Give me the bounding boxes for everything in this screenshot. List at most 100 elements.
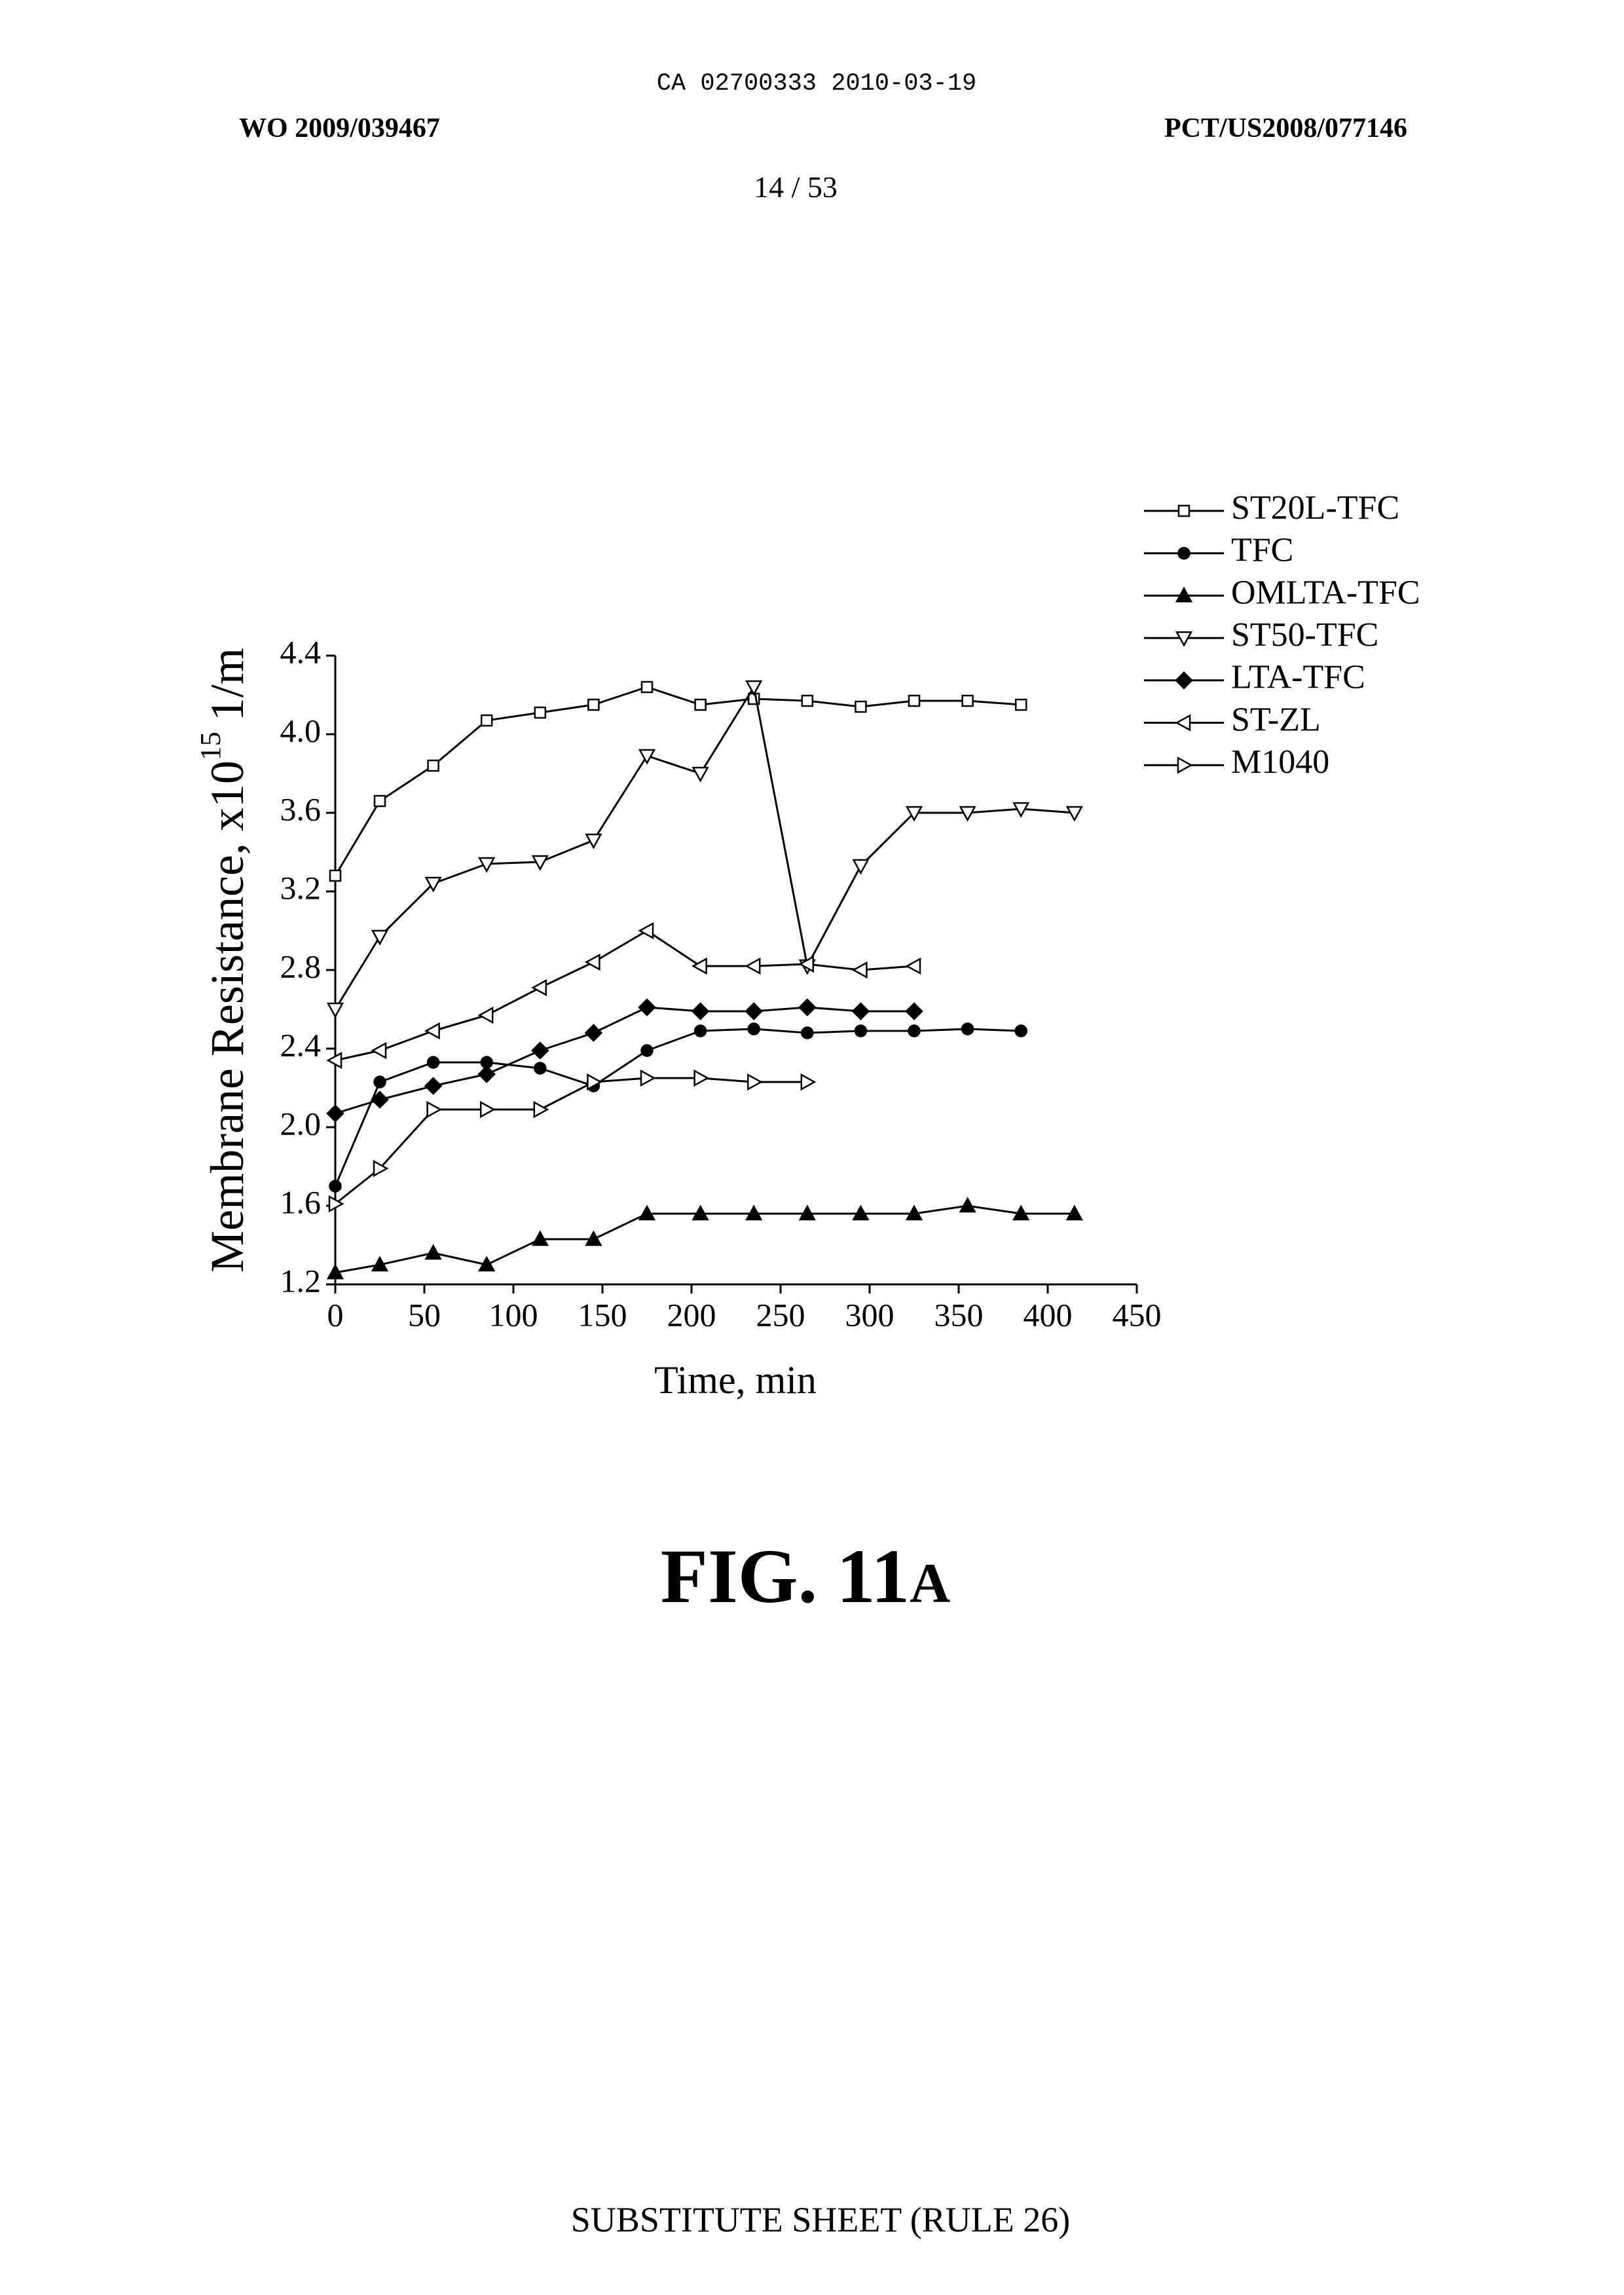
series-line-st-zl (335, 931, 914, 1060)
data-point-st20l-tfc (642, 682, 652, 692)
data-point-tfc (802, 1028, 813, 1039)
data-point-st-zl (747, 959, 760, 973)
data-point-st-zl (907, 959, 920, 973)
data-point-st20l-tfc (802, 696, 813, 706)
data-point-tfc (375, 1077, 386, 1088)
series-line-lta-tfc (335, 1007, 914, 1113)
y-tick-label: 3.6 (280, 791, 322, 827)
data-point-lta-tfc (639, 999, 655, 1015)
x-tick-label: 400 (1024, 1296, 1073, 1333)
data-point-st-zl (373, 1043, 386, 1058)
legend-marker-st-zl (1177, 716, 1190, 730)
y-axis-label-unit: 1/m (201, 648, 253, 721)
legend-marker-tfc (1179, 548, 1190, 559)
data-point-tfc (909, 1026, 920, 1037)
data-point-st-zl (426, 1024, 439, 1038)
legend: ST20L-TFCTFCOMLTA-TFCST50-TFCLTA-TFCST-Z… (1144, 489, 1420, 781)
legend-entry: ST-ZL (1144, 701, 1321, 738)
data-point-tfc (534, 1063, 545, 1074)
y-tick-label: 3.2 (280, 869, 322, 906)
data-point-st20l-tfc (481, 715, 492, 726)
legend-label: ST50-TFC (1231, 616, 1378, 654)
legend-marker-st20l-tfc (1179, 506, 1189, 516)
data-point-st-zl (479, 1008, 492, 1022)
legend-marker-m1040 (1178, 758, 1191, 772)
data-point-lta-tfc (327, 1106, 343, 1121)
x-tick-label: 300 (845, 1296, 895, 1333)
x-tick-label: 450 (1113, 1296, 1162, 1333)
data-point-m1040 (428, 1102, 441, 1117)
figure-label-main: FIG. 11 (661, 1533, 910, 1619)
y-axis-label-text: Membrane Resistance, x10 (201, 760, 253, 1273)
data-point-tfc (642, 1045, 653, 1056)
data-point-st20l-tfc (375, 796, 385, 806)
x-tick-label: 200 (667, 1296, 716, 1333)
data-point-st20l-tfc (330, 870, 341, 881)
y-tick-label: 2.8 (280, 948, 322, 984)
series-st20l-tfc (330, 682, 1026, 881)
data-point-st50-tfc (373, 931, 387, 944)
data-point-st-zl (693, 959, 707, 973)
x-tick-label: 350 (934, 1296, 984, 1333)
y-tick-label: 1.6 (280, 1184, 322, 1220)
data-point-m1040 (695, 1071, 708, 1085)
data-point-lta-tfc (853, 1003, 868, 1019)
legend-entry: LTA-TFC (1144, 659, 1365, 696)
figure-label: FIG. 11A (576, 1538, 1035, 1622)
data-point-st50-tfc (693, 768, 708, 781)
data-point-tfc (695, 1026, 706, 1037)
legend-entry: ST20L-TFC (1144, 489, 1399, 527)
chart-axes (335, 656, 1137, 1284)
data-point-st50-tfc (328, 1003, 342, 1017)
x-tick-label: 100 (489, 1296, 538, 1333)
data-point-omlta-tfc (426, 1246, 441, 1259)
data-point-m1040 (481, 1102, 494, 1117)
data-point-lta-tfc (800, 999, 815, 1015)
series-st-zl (328, 924, 920, 1068)
data-point-st-zl (640, 924, 653, 938)
series-omlta-tfc (328, 1199, 1082, 1278)
data-point-m1040 (534, 1102, 547, 1117)
data-point-st-zl (586, 955, 599, 969)
series-line-st20l-tfc (335, 687, 1021, 876)
data-point-lta-tfc (585, 1025, 601, 1041)
data-point-st20l-tfc (535, 707, 545, 718)
data-point-lta-tfc (746, 1003, 762, 1019)
data-point-tfc (1016, 1026, 1027, 1037)
figure-label-suffix: A (910, 1552, 950, 1614)
y-tick-label: 1.2 (280, 1262, 322, 1299)
y-tick-label: 2.0 (280, 1105, 322, 1142)
data-point-st50-tfc (586, 834, 600, 848)
data-point-lta-tfc (426, 1078, 441, 1094)
data-point-st50-tfc (747, 681, 761, 694)
data-point-st20l-tfc (963, 696, 973, 706)
x-tick-label: 0 (327, 1296, 344, 1333)
series-m1040 (329, 1071, 815, 1211)
data-point-st50-tfc (853, 860, 868, 873)
y-axis-label: Membrane Resistance, x1015 1/m (194, 648, 253, 1273)
series-line-m1040 (335, 1078, 807, 1204)
data-point-m1040 (748, 1075, 761, 1089)
x-tick-label: 250 (756, 1296, 805, 1333)
y-axis-label-exponent: 15 (194, 732, 227, 760)
data-point-m1040 (641, 1071, 654, 1085)
plot-area (327, 681, 1082, 1278)
data-point-st20l-tfc (588, 700, 599, 710)
legend-label: ST-ZL (1231, 701, 1321, 738)
data-point-lta-tfc (532, 1043, 548, 1058)
data-point-st20l-tfc (695, 700, 706, 710)
x-tick-label: 150 (578, 1296, 627, 1333)
data-point-tfc (330, 1181, 341, 1192)
y-tick-label: 4.0 (280, 712, 322, 749)
data-point-st50-tfc (1067, 807, 1082, 820)
legend-entry: M1040 (1144, 743, 1329, 781)
data-point-st20l-tfc (1016, 700, 1026, 710)
data-point-st20l-tfc (855, 701, 866, 712)
legend-label: ST20L-TFC (1231, 489, 1399, 527)
data-point-omlta-tfc (961, 1199, 975, 1212)
axis-ticks: 0501001502002503003504004501.21.62.02.42… (280, 633, 1162, 1333)
series-lta-tfc (327, 999, 922, 1121)
footer-text: SUBSTITUTE SHEET (RULE 26) (559, 2202, 1082, 2237)
x-axis-label: Time, min (654, 1358, 817, 1402)
legend-label: OMLTA-TFC (1231, 574, 1420, 611)
